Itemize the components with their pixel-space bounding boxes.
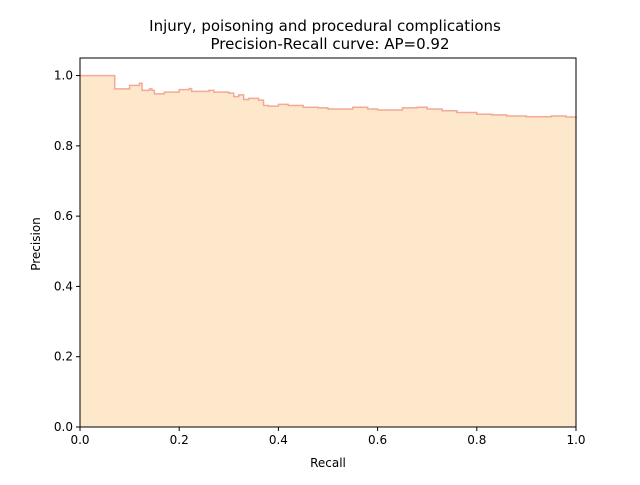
- y-tick-label: 0.2: [54, 350, 73, 364]
- y-tick-label: 0.4: [54, 279, 73, 293]
- x-tick-label: 0.0: [70, 433, 89, 447]
- y-axis-label: Precision: [29, 217, 43, 271]
- x-axis-label: Recall: [310, 456, 346, 470]
- pr-area-fill: [80, 75, 576, 427]
- chart-subtitle: Precision-Recall curve: AP=0.92: [211, 35, 450, 53]
- x-tick-label: 0.6: [368, 433, 387, 447]
- pr-step-line: [80, 74, 577, 119]
- chart-title: Injury, poisoning and procedural complic…: [149, 17, 501, 35]
- y-tick-label: 1.0: [54, 69, 73, 83]
- y-tick-label: 0.0: [54, 420, 73, 434]
- x-tick-label: 0.8: [467, 433, 486, 447]
- x-tick-label: 0.2: [170, 433, 189, 447]
- x-tick-label: 1.0: [566, 433, 585, 447]
- plot-area: 0.0 0.2 0.4 0.6 0.8 1.0 0.0 0.2 0.4 0.6 0.8 1.0: [54, 57, 586, 447]
- plot-frame: [79, 57, 577, 428]
- y-tick-label: 0.8: [54, 139, 73, 153]
- y-tick-label: 0.6: [54, 209, 73, 223]
- x-tick-label: 0.4: [269, 433, 288, 447]
